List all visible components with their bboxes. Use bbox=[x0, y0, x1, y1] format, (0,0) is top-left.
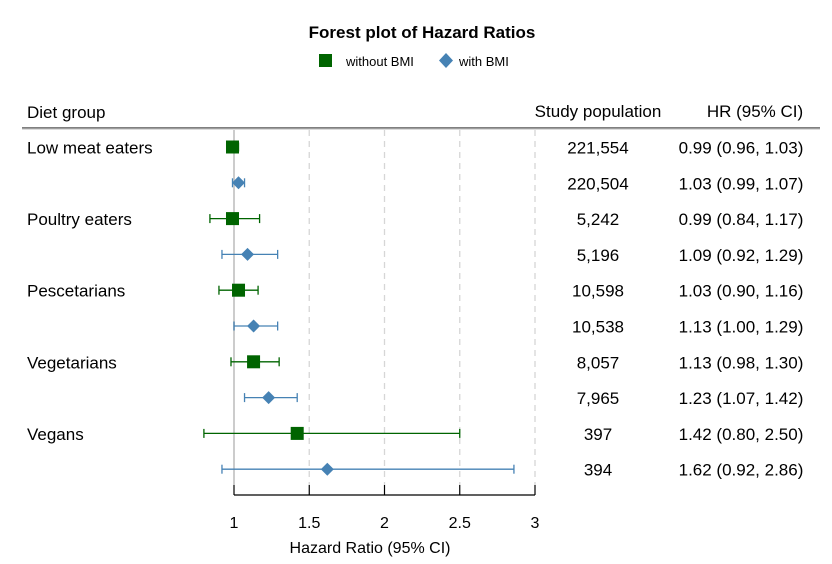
point-marker-vegans-without-bmi bbox=[290, 426, 304, 440]
legend-marker-without-bmi bbox=[319, 54, 332, 67]
hr-ci-cell: 1.03 (0.90, 1.16) bbox=[679, 282, 804, 301]
x-tick-label: 3 bbox=[531, 515, 540, 532]
study-population-cell: 10,598 bbox=[572, 282, 624, 301]
header-diet-group: Diet group bbox=[27, 103, 105, 122]
x-axis-title: Hazard Ratio (95% CI) bbox=[290, 540, 451, 557]
diet-group-label: Vegans bbox=[27, 425, 84, 444]
diet-group-label: Vegetarians bbox=[27, 353, 117, 372]
x-axis: 1 1.5 2 2.5 3 bbox=[230, 485, 540, 532]
study-population-cell: 5,196 bbox=[577, 246, 620, 265]
header-hr-ci: HR (95% CI) bbox=[707, 102, 803, 121]
point-marker-poultry-eaters-without-bmi bbox=[225, 212, 239, 226]
diet-group-label: Pescetarians bbox=[27, 282, 125, 301]
hr-ci-cell: 1.09 (0.92, 1.29) bbox=[679, 246, 804, 265]
hr-ci-cell: 1.62 (0.92, 2.86) bbox=[679, 461, 804, 480]
study-population-cell: 7,965 bbox=[577, 389, 620, 408]
x-tick-label: 2 bbox=[380, 515, 389, 532]
header-study-population: Study population bbox=[535, 102, 662, 121]
row-low-meat-eaters-with-bmi: 220,504 1.03 (0.99, 1.07) bbox=[231, 174, 804, 193]
study-population-cell: 5,242 bbox=[577, 210, 620, 229]
point-marker-vegans-with-bmi bbox=[320, 462, 334, 476]
data-rows: Low meat eaters 221,554 0.99 (0.96, 1.03) 2… bbox=[27, 139, 803, 480]
row-poultry-eaters-with-bmi: 5,196 1.09 (0.92, 1.29) bbox=[221, 246, 804, 265]
hr-ci-cell: 1.23 (1.07, 1.42) bbox=[679, 389, 804, 408]
hr-ci-cell: 1.13 (1.00, 1.29) bbox=[679, 318, 804, 337]
study-population-cell: 394 bbox=[584, 461, 612, 480]
hr-ci-cell: 1.03 (0.99, 1.07) bbox=[679, 174, 804, 193]
x-tick-label: 1.5 bbox=[298, 515, 320, 532]
legend-label-without-bmi: without BMI bbox=[345, 54, 414, 69]
diet-group-label: Poultry eaters bbox=[27, 210, 132, 229]
legend-label-with-bmi: with BMI bbox=[458, 54, 509, 69]
point-marker-vegetarians-without-bmi bbox=[247, 355, 261, 369]
point-marker-pescetarians-without-bmi bbox=[232, 283, 246, 297]
hr-ci-cell: 1.42 (0.80, 2.50) bbox=[679, 425, 804, 444]
legend-marker-with-bmi bbox=[439, 53, 453, 68]
chart-title: Forest plot of Hazard Ratios bbox=[309, 23, 536, 42]
row-vegetarians-without-bmi: Vegetarians 8,057 1.13 (0.98, 1.30) bbox=[27, 353, 803, 372]
row-vegans-without-bmi: Vegans 397 1.42 (0.80, 2.50) bbox=[27, 425, 803, 444]
point-marker-low-meat-eaters-with-bmi bbox=[232, 176, 246, 190]
row-vegans-with-bmi: 394 1.62 (0.92, 2.86) bbox=[221, 461, 804, 480]
study-population-cell: 220,504 bbox=[567, 174, 628, 193]
study-population-cell: 397 bbox=[584, 425, 612, 444]
legend: without BMI with BMI bbox=[319, 53, 509, 69]
x-tick-label: 1 bbox=[230, 515, 239, 532]
row-pescetarians-with-bmi: 10,538 1.13 (1.00, 1.29) bbox=[233, 318, 804, 337]
point-marker-vegetarians-with-bmi bbox=[262, 391, 276, 405]
grid-lines bbox=[233, 130, 536, 485]
row-pescetarians-without-bmi: Pescetarians 10,598 1.03 (0.90, 1.16) bbox=[27, 282, 803, 301]
hr-ci-cell: 0.99 (0.84, 1.17) bbox=[679, 210, 804, 229]
row-poultry-eaters-without-bmi: Poultry eaters 5,242 0.99 (0.84, 1.17) bbox=[27, 210, 803, 229]
study-population-cell: 221,554 bbox=[567, 139, 628, 158]
study-population-cell: 10,538 bbox=[572, 318, 624, 337]
x-tick-label: 2.5 bbox=[449, 515, 471, 532]
row-vegetarians-with-bmi: 7,965 1.23 (1.07, 1.42) bbox=[243, 389, 804, 408]
hr-ci-cell: 0.99 (0.96, 1.03) bbox=[679, 139, 804, 158]
hr-ci-cell: 1.13 (0.98, 1.30) bbox=[679, 353, 804, 372]
point-marker-pescetarians-with-bmi bbox=[247, 319, 261, 333]
point-marker-low-meat-eaters-without-bmi bbox=[225, 140, 239, 154]
study-population-cell: 8,057 bbox=[577, 353, 620, 372]
row-low-meat-eaters-without-bmi: Low meat eaters 221,554 0.99 (0.96, 1.03) bbox=[27, 139, 803, 158]
diet-group-label: Low meat eaters bbox=[27, 139, 153, 158]
point-marker-poultry-eaters-with-bmi bbox=[241, 247, 255, 261]
